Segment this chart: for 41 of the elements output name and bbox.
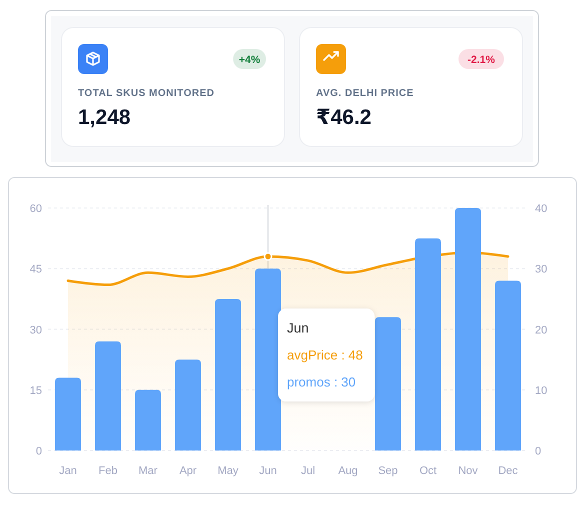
x-tick-label: Jul [300, 465, 316, 477]
text: ₹46.2 [316, 106, 372, 129]
y-tick-label: 60 [30, 203, 42, 215]
text: TOTAL SKUS MONITORED [78, 88, 214, 99]
y-tick-label: 15 [30, 384, 42, 397]
bar [55, 378, 81, 450]
y2-tick-label: 30 [535, 264, 548, 276]
text: +4% [238, 54, 261, 66]
y-tick-label: 45 [30, 264, 42, 276]
x-tick-label: Nov [458, 465, 478, 477]
y2-tick-label: 0 [535, 446, 542, 458]
x-tick-label: Jan [59, 465, 77, 477]
y2-tick-label: 10 [535, 384, 548, 397]
bar [415, 238, 441, 450]
x-tick-label: Sep [378, 465, 398, 477]
bar [255, 268, 281, 450]
annotation: avgPrice : 48 [287, 348, 363, 362]
bar [175, 360, 201, 450]
bar [455, 208, 481, 450]
annotation: Jun [287, 320, 309, 336]
annotation: promos : 30 [287, 374, 356, 390]
text: 1,248 [78, 106, 131, 129]
x-tick-label: Feb [98, 465, 118, 477]
x-tick-label: Mar [138, 465, 158, 477]
x-tick-label: Oct [419, 465, 437, 477]
x-tick-label: May [218, 465, 239, 477]
x-tick-label: Apr [179, 465, 197, 477]
x-tick-label: Aug [338, 465, 358, 477]
text: AVG. DELHI PRICE [316, 88, 414, 99]
y2-tick-label: 20 [535, 324, 548, 336]
bar [215, 298, 241, 450]
bar [375, 317, 401, 450]
x-tick-label: Dec [498, 465, 518, 477]
y-tick-label: 30 [30, 324, 42, 336]
y2-tick-label: 40 [535, 203, 548, 215]
bar [95, 341, 121, 450]
text: -2.1% [468, 54, 496, 66]
x-tick-label: Jun [259, 465, 277, 477]
bar [495, 280, 521, 450]
y-tick-label: 0 [36, 446, 42, 458]
bar [135, 390, 161, 450]
